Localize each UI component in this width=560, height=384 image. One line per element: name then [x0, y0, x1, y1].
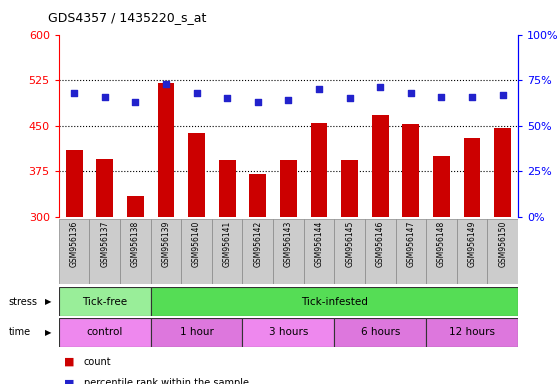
Point — [192, 90, 201, 96]
Text: Tick-infested: Tick-infested — [301, 296, 368, 307]
Point — [407, 90, 416, 96]
Bar — [242, 318, 334, 347]
Text: GSM956143: GSM956143 — [284, 221, 293, 267]
Bar — [433, 156, 450, 217]
Text: ▶: ▶ — [45, 297, 52, 306]
Text: GSM956137: GSM956137 — [100, 221, 109, 267]
Bar — [403, 124, 419, 217]
Text: ■: ■ — [64, 357, 75, 367]
Bar — [96, 159, 113, 217]
Text: control: control — [87, 327, 123, 338]
Bar — [151, 219, 181, 284]
Bar — [372, 115, 389, 217]
Point — [100, 94, 109, 100]
Bar — [219, 161, 236, 217]
Bar — [487, 219, 518, 284]
Text: GSM956138: GSM956138 — [131, 221, 140, 267]
Text: GSM956149: GSM956149 — [468, 221, 477, 267]
Text: GSM956140: GSM956140 — [192, 221, 201, 267]
Bar — [127, 196, 144, 217]
Bar — [311, 123, 328, 217]
Bar — [59, 219, 90, 284]
Text: GSM956142: GSM956142 — [253, 221, 262, 267]
Bar — [304, 219, 334, 284]
Bar — [273, 219, 304, 284]
Text: GSM956147: GSM956147 — [407, 221, 416, 267]
Bar — [494, 127, 511, 217]
Text: GSM956136: GSM956136 — [69, 221, 78, 267]
Bar — [457, 219, 487, 284]
Point — [253, 99, 262, 105]
Text: GSM956144: GSM956144 — [315, 221, 324, 267]
Bar — [188, 133, 205, 217]
Point — [284, 97, 293, 103]
Bar — [59, 318, 151, 347]
Point — [437, 94, 446, 100]
Text: Tick-free: Tick-free — [82, 296, 127, 307]
Text: 1 hour: 1 hour — [180, 327, 213, 338]
Text: count: count — [84, 357, 111, 367]
Bar — [120, 219, 151, 284]
Bar — [249, 174, 266, 217]
Bar — [90, 219, 120, 284]
Text: ▶: ▶ — [45, 328, 52, 337]
Point — [161, 81, 170, 87]
Bar — [334, 219, 365, 284]
Bar — [66, 150, 82, 217]
Bar — [59, 287, 151, 316]
Bar — [242, 219, 273, 284]
Text: GDS4357 / 1435220_s_at: GDS4357 / 1435220_s_at — [48, 12, 206, 25]
Text: GSM956148: GSM956148 — [437, 221, 446, 267]
Text: stress: stress — [8, 296, 38, 307]
Point — [468, 94, 477, 100]
Bar — [426, 219, 457, 284]
Text: GSM956150: GSM956150 — [498, 221, 507, 267]
Text: percentile rank within the sample: percentile rank within the sample — [84, 378, 249, 384]
Bar — [426, 318, 518, 347]
Text: ■: ■ — [64, 378, 75, 384]
Bar — [157, 83, 174, 217]
Point — [315, 86, 324, 93]
Point — [69, 90, 78, 96]
Point — [223, 95, 232, 101]
Bar — [334, 318, 426, 347]
Bar — [395, 219, 426, 284]
Point — [498, 92, 507, 98]
Bar — [151, 287, 518, 316]
Text: GSM956146: GSM956146 — [376, 221, 385, 267]
Bar — [151, 318, 242, 347]
Text: 3 hours: 3 hours — [269, 327, 308, 338]
Bar — [365, 219, 395, 284]
Bar — [464, 138, 480, 217]
Text: GSM956141: GSM956141 — [223, 221, 232, 267]
Point — [131, 99, 140, 105]
Bar — [280, 161, 297, 217]
Text: 12 hours: 12 hours — [449, 327, 495, 338]
Bar — [181, 219, 212, 284]
Text: 6 hours: 6 hours — [361, 327, 400, 338]
Text: GSM956139: GSM956139 — [161, 221, 170, 267]
Text: GSM956145: GSM956145 — [345, 221, 354, 267]
Bar — [341, 161, 358, 217]
Point — [345, 95, 354, 101]
Text: time: time — [8, 327, 31, 338]
Point — [376, 84, 385, 91]
Bar — [212, 219, 242, 284]
